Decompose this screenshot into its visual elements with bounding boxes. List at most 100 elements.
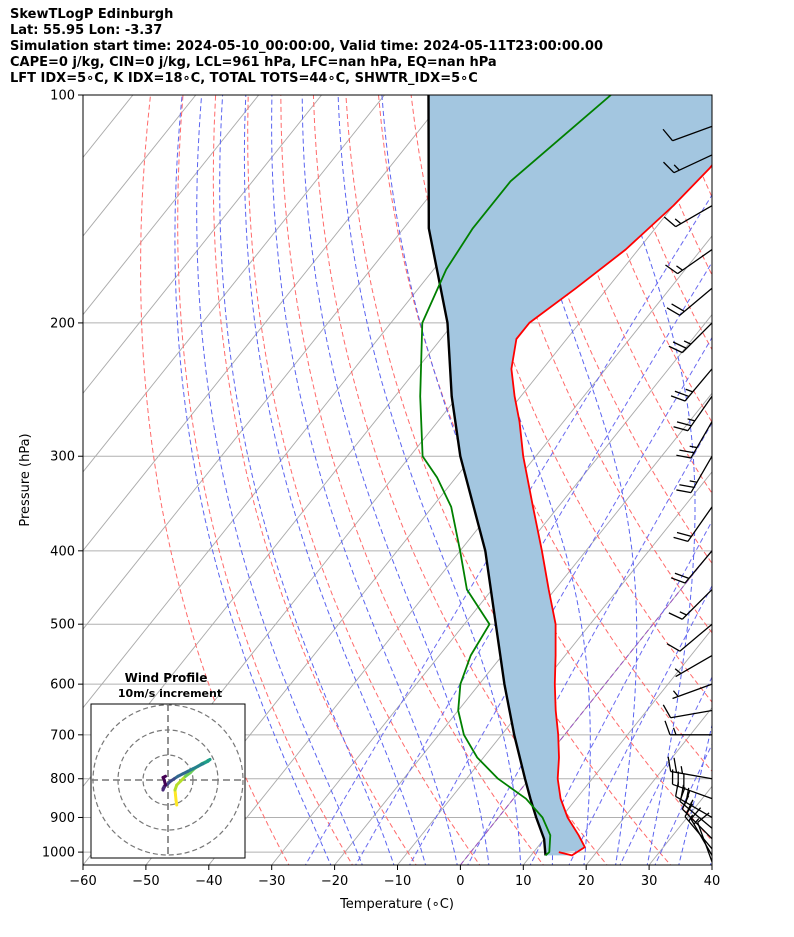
wind-barb-staff: [681, 322, 713, 354]
y-tick-label: 900: [50, 811, 75, 826]
wind-barbs: [662, 125, 713, 863]
mixing-ratio-line: [355, 261, 712, 865]
wind-barb-staff: [677, 249, 713, 275]
wind-barb-flag: [662, 128, 674, 142]
wind-barb: [662, 704, 713, 719]
wind-barb-flag: [679, 449, 695, 454]
wind-barb-flag: [666, 307, 681, 316]
wind-barb-staff: [673, 154, 713, 174]
wind-barb-half-flag: [693, 818, 700, 825]
x-axis-label: Temperature (∘C): [339, 897, 454, 912]
chart-header: SkewTLogP Edinburgh Lat: 55.95 Lon: -3.3…: [10, 7, 603, 87]
wind-barb-half-flag: [676, 265, 683, 271]
wind-barb-half-flag: [674, 218, 682, 225]
wind-barb-flag: [667, 756, 672, 772]
x-tick-label: −40: [195, 874, 222, 889]
dry-adiabat-line: [573, 95, 712, 424]
dry-adiabat-line: [212, 95, 417, 865]
x-tick-label: 20: [578, 874, 595, 889]
dewpoint-profile-line: [419, 95, 612, 857]
wind-barb-flag: [674, 572, 690, 580]
wind-barb-half-flag: [689, 445, 698, 449]
wind-barb-flag: [673, 536, 689, 542]
y-tick-label: 600: [50, 678, 75, 693]
wind-barb: [676, 455, 713, 494]
wind-barb-flag: [663, 216, 677, 228]
isotherm-line: [585, 707, 712, 865]
profile-layer: [419, 95, 712, 857]
isotherm-line: [522, 628, 712, 865]
wind-barb-flag: [676, 531, 692, 538]
wind-barb-staff: [679, 800, 713, 829]
moist-adiabat-line: [196, 95, 363, 865]
wind-barb-half-flag: [685, 388, 693, 393]
time-line: Simulation start time: 2024-05-10_00:00:…: [10, 39, 603, 54]
mixing-ratio-line: [467, 421, 712, 865]
wind-barb-flag: [680, 784, 685, 800]
wind-barb-half-flag: [683, 340, 692, 345]
x-tick-label: 30: [641, 874, 658, 889]
wind-barb: [668, 322, 713, 354]
isotherm-line: [775, 95, 794, 865]
dry-adiabat-line: [280, 95, 545, 865]
axes: −60 −50 −40 −30 −20 −10 0 10 20 30 40 1000 900 800 700…: [42, 89, 720, 890]
wind-barb-staff: [690, 421, 713, 459]
y-tick-label: 700: [50, 728, 75, 743]
isotherm-line: [83, 95, 385, 473]
wind-barb-flag: [673, 426, 689, 432]
freezing-isotherm: [460, 549, 712, 865]
dry-adiabat-line: [703, 95, 712, 117]
mixing-ratio-line: [568, 584, 712, 865]
y-tick-label: 100: [50, 89, 75, 104]
isotherm-line: [397, 471, 712, 865]
wind-barb-staff: [684, 368, 713, 402]
wind-barb-flag: [664, 720, 671, 736]
mixing-ratio-line: [304, 194, 712, 865]
hodograph-inset: Wind Profile 10m/s increment: [90, 671, 246, 859]
isotherm-line: [83, 95, 197, 237]
wind-barb-flag: [676, 454, 692, 459]
wind-barb: [670, 550, 713, 584]
y-tick-label: 500: [50, 618, 75, 633]
x-tick-label: −10: [384, 874, 411, 889]
mixing-ratio-line: [654, 743, 712, 865]
dry-adiabat-line: [247, 95, 481, 865]
moist-adiabat-line: [219, 95, 395, 865]
index-line: LFT IDX=5∘C, K IDX=18∘C, TOTAL TOTS=44∘C…: [10, 71, 478, 86]
moist-adiabat-line: [271, 95, 458, 865]
wind-barb-flag: [670, 577, 686, 584]
dry-adiabat-line: [140, 95, 290, 865]
wind-barb-staff: [687, 395, 713, 432]
background-lines: [83, 95, 794, 865]
x-tick-label: 10: [515, 874, 532, 889]
wind-barb-flag: [666, 643, 681, 652]
wind-barb-flag: [679, 484, 695, 489]
y-tick-label: 200: [50, 316, 75, 331]
isotherm-line: [83, 95, 448, 552]
wind-barb-half-flag: [680, 766, 684, 774]
wind-barb-staff: [679, 287, 713, 316]
wind-barb: [664, 720, 712, 736]
chart-title: SkewTLogP Edinburgh: [10, 7, 174, 22]
wind-barb-half-flag: [673, 164, 680, 171]
wind-barb: [673, 506, 713, 542]
hodograph-subtitle: 10m/s increment: [118, 687, 222, 700]
wind-barb: [674, 654, 713, 678]
moist-adiabat-line: [243, 95, 427, 865]
wind-barb: [667, 756, 713, 780]
parcel-profile-line: [427, 95, 547, 856]
isotherm-line: [648, 785, 712, 865]
hodograph-title: Wind Profile: [125, 671, 208, 685]
y-tick-label: 400: [50, 544, 75, 559]
dry-adiabat-line: [475, 95, 712, 634]
wind-barb-flag: [674, 390, 690, 398]
wind-barb-half-flag: [672, 690, 679, 697]
wind-barb: [676, 421, 713, 459]
wind-barb-half-flag: [687, 418, 695, 422]
x-tick-label: 0: [456, 874, 464, 889]
dry-adiabat-line: [345, 95, 672, 865]
wind-barb-staff: [684, 816, 713, 850]
wind-barb: [670, 368, 713, 402]
location-line: Lat: 55.95 Lon: -3.37: [10, 23, 163, 38]
wind-barb-staff: [672, 125, 713, 142]
